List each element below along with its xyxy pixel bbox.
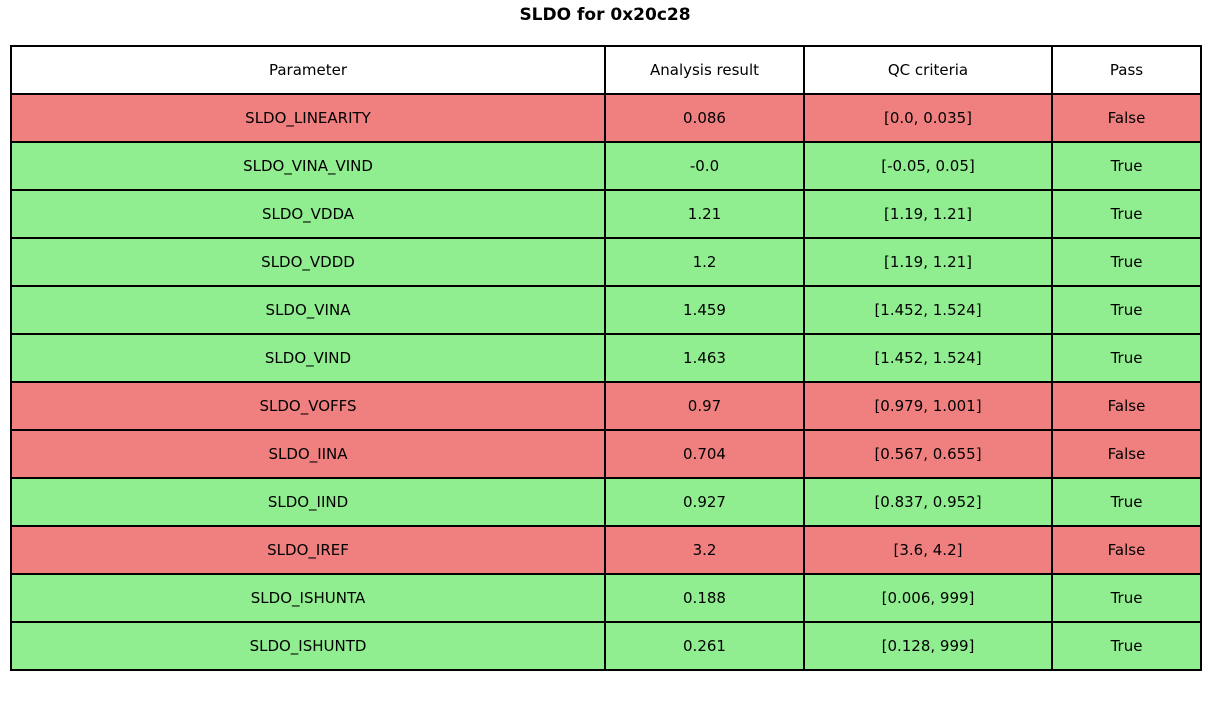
column-header-pass: Pass bbox=[1051, 45, 1202, 95]
parameter-cell: SLDO_IREF bbox=[10, 525, 606, 575]
qc-criteria-cell: [0.006, 999] bbox=[803, 573, 1053, 623]
parameter-cell: SLDO_VOFFS bbox=[10, 381, 606, 431]
qc-criteria-cell: [0.979, 1.001] bbox=[803, 381, 1053, 431]
pass-cell: False bbox=[1051, 525, 1202, 575]
qc-criteria-cell: [0.128, 999] bbox=[803, 621, 1053, 671]
parameter-cell: SLDO_VINA_VIND bbox=[10, 141, 606, 191]
pass-cell: False bbox=[1051, 93, 1202, 143]
parameter-cell: SLDO_IIND bbox=[10, 477, 606, 527]
pass-cell: True bbox=[1051, 141, 1202, 191]
pass-cell: True bbox=[1051, 189, 1202, 239]
analysis-result-cell: -0.0 bbox=[604, 141, 805, 191]
table-row: SLDO_IIND 0.927 [0.837, 0.952] True bbox=[10, 477, 1202, 527]
pass-cell: True bbox=[1051, 573, 1202, 623]
table-row: SLDO_VINA 1.459 [1.452, 1.524] True bbox=[10, 285, 1202, 335]
pass-cell: True bbox=[1051, 237, 1202, 287]
qc-criteria-cell: [0.567, 0.655] bbox=[803, 429, 1053, 479]
pass-cell: True bbox=[1051, 621, 1202, 671]
qc-criteria-cell: [1.452, 1.524] bbox=[803, 285, 1053, 335]
table-row: SLDO_IINA 0.704 [0.567, 0.655] False bbox=[10, 429, 1202, 479]
analysis-result-cell: 0.704 bbox=[604, 429, 805, 479]
qc-criteria-cell: [1.19, 1.21] bbox=[803, 237, 1053, 287]
table-row: SLDO_IREF 3.2 [3.6, 4.2] False bbox=[10, 525, 1202, 575]
table-row: SLDO_ISHUNTA 0.188 [0.006, 999] True bbox=[10, 573, 1202, 623]
pass-cell: True bbox=[1051, 477, 1202, 527]
pass-cell: False bbox=[1051, 429, 1202, 479]
pass-cell: True bbox=[1051, 333, 1202, 383]
parameter-cell: SLDO_ISHUNTA bbox=[10, 573, 606, 623]
parameter-cell: SLDO_IINA bbox=[10, 429, 606, 479]
qc-results-table: Parameter Analysis result QC criteria Pa… bbox=[10, 45, 1202, 671]
page-title: SLDO for 0x20c28 bbox=[519, 5, 691, 25]
qc-criteria-cell: [1.19, 1.21] bbox=[803, 189, 1053, 239]
column-header-parameter: Parameter bbox=[10, 45, 606, 95]
analysis-result-cell: 0.97 bbox=[604, 381, 805, 431]
analysis-result-cell: 0.188 bbox=[604, 573, 805, 623]
qc-criteria-cell: [1.452, 1.524] bbox=[803, 333, 1053, 383]
analysis-result-cell: 0.261 bbox=[604, 621, 805, 671]
table-row: SLDO_VDDA 1.21 [1.19, 1.21] True bbox=[10, 189, 1202, 239]
pass-cell: True bbox=[1051, 285, 1202, 335]
parameter-cell: SLDO_ISHUNTD bbox=[10, 621, 606, 671]
analysis-result-cell: 1.21 bbox=[604, 189, 805, 239]
table-row: SLDO_VINA_VIND -0.0 [-0.05, 0.05] True bbox=[10, 141, 1202, 191]
analysis-result-cell: 1.463 bbox=[604, 333, 805, 383]
qc-criteria-cell: [-0.05, 0.05] bbox=[803, 141, 1053, 191]
table-row: SLDO_VDDD 1.2 [1.19, 1.21] True bbox=[10, 237, 1202, 287]
parameter-cell: SLDO_VDDA bbox=[10, 189, 606, 239]
parameter-cell: SLDO_VDDD bbox=[10, 237, 606, 287]
parameter-cell: SLDO_VINA bbox=[10, 285, 606, 335]
qc-criteria-cell: [0.0, 0.035] bbox=[803, 93, 1053, 143]
analysis-result-cell: 0.086 bbox=[604, 93, 805, 143]
analysis-result-cell: 1.2 bbox=[604, 237, 805, 287]
column-header-analysis-result: Analysis result bbox=[604, 45, 805, 95]
qc-criteria-cell: [3.6, 4.2] bbox=[803, 525, 1053, 575]
qc-criteria-cell: [0.837, 0.952] bbox=[803, 477, 1053, 527]
table-header-row: Parameter Analysis result QC criteria Pa… bbox=[10, 45, 1202, 95]
table-row: SLDO_ISHUNTD 0.261 [0.128, 999] True bbox=[10, 621, 1202, 671]
column-header-qc-criteria: QC criteria bbox=[803, 45, 1053, 95]
table-row: SLDO_LINEARITY 0.086 [0.0, 0.035] False bbox=[10, 93, 1202, 143]
analysis-result-cell: 0.927 bbox=[604, 477, 805, 527]
table-row: SLDO_VOFFS 0.97 [0.979, 1.001] False bbox=[10, 381, 1202, 431]
parameter-cell: SLDO_VIND bbox=[10, 333, 606, 383]
analysis-result-cell: 3.2 bbox=[604, 525, 805, 575]
analysis-result-cell: 1.459 bbox=[604, 285, 805, 335]
pass-cell: False bbox=[1051, 381, 1202, 431]
table-row: SLDO_VIND 1.463 [1.452, 1.524] True bbox=[10, 333, 1202, 383]
parameter-cell: SLDO_LINEARITY bbox=[10, 93, 606, 143]
